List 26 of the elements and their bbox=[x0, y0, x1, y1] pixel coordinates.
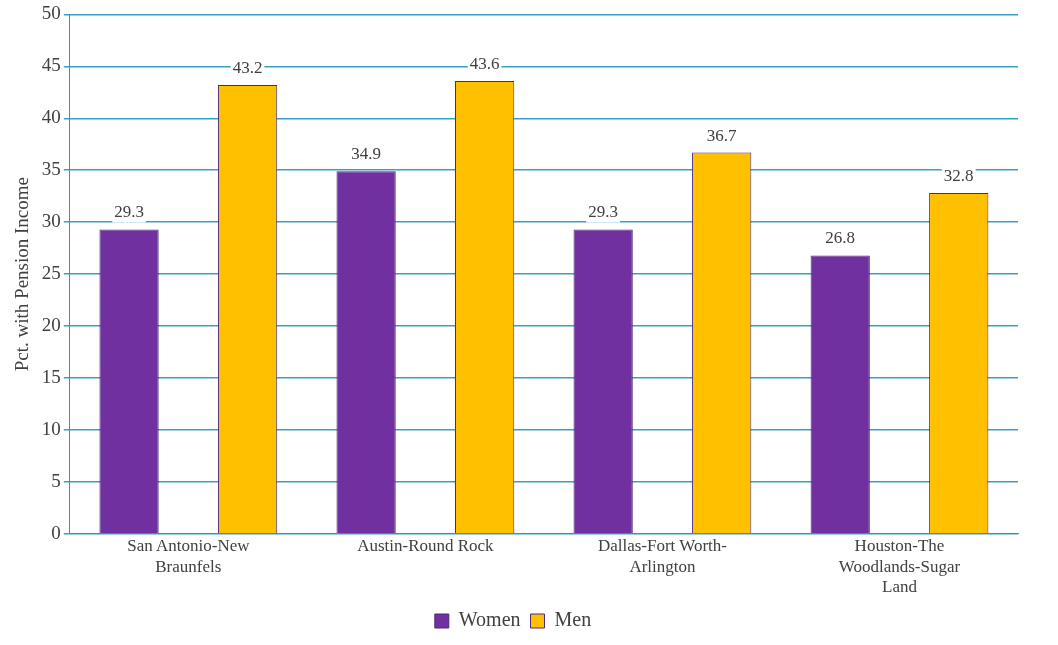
y-tick-label: 35 bbox=[41, 158, 61, 180]
data-label: 34.9 bbox=[351, 144, 381, 164]
y-tick-label: 25 bbox=[41, 262, 61, 284]
y-tick-label: 30 bbox=[41, 210, 61, 232]
y-tick-label: 15 bbox=[41, 365, 61, 387]
y-tick-label: 5 bbox=[51, 469, 61, 491]
legend-label: Men bbox=[554, 608, 592, 631]
y-axis-title: Pct. with Pension Income bbox=[11, 177, 33, 372]
data-label: 29.3 bbox=[114, 202, 144, 222]
legend-label: Women bbox=[458, 608, 521, 631]
y-tick-label: 20 bbox=[41, 314, 61, 336]
x-tick-label: Austin-Round Rock bbox=[357, 536, 495, 556]
y-tick-label: 40 bbox=[41, 106, 61, 128]
y-tick-label: 0 bbox=[51, 521, 61, 543]
data-label: 29.3 bbox=[588, 202, 619, 222]
y-tick-label: 50 bbox=[41, 2, 61, 24]
x-tick-label: San Antonio-New Braunfels bbox=[127, 536, 251, 576]
data-label: 36.7 bbox=[706, 125, 738, 145]
data-label: 43.2 bbox=[232, 58, 263, 78]
data-label: 32.8 bbox=[943, 166, 974, 186]
y-tick-label: 45 bbox=[41, 54, 61, 76]
x-tick-label: Houston-The Woodlands-Sugar Land bbox=[838, 536, 961, 597]
x-tick-label: Dallas-Fort Worth-Arlington bbox=[597, 536, 728, 576]
data-label: 43.6 bbox=[469, 53, 500, 73]
y-tick-label: 10 bbox=[41, 417, 61, 439]
data-label: 26.8 bbox=[825, 228, 856, 248]
